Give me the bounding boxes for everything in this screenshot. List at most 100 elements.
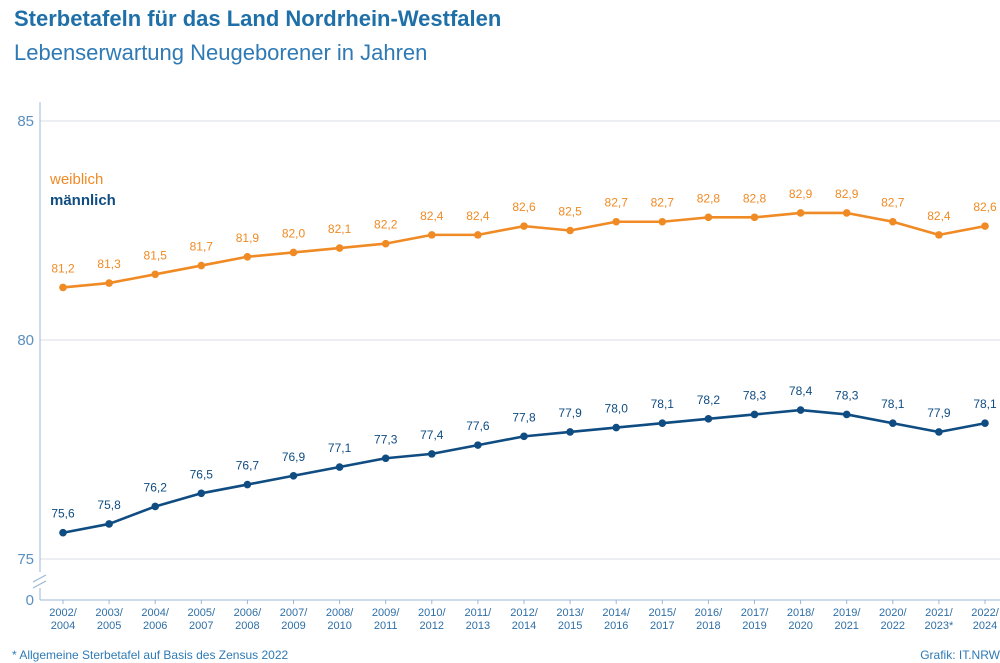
data-label-weiblich: 82,5 <box>558 205 582 219</box>
x-tick-label: 2002/2004 <box>49 607 77 632</box>
data-label-maennlich: 77,9 <box>927 406 951 420</box>
data-label-maennlich: 78,3 <box>835 388 859 402</box>
data-label-weiblich: 82,9 <box>835 187 859 201</box>
data-point-weiblich <box>612 217 620 226</box>
data-point-weiblich <box>335 244 344 252</box>
data-label-maennlich: 78,3 <box>743 388 767 402</box>
data-label-weiblich: 82,8 <box>697 191 721 205</box>
data-point-maennlich <box>59 528 67 537</box>
data-point-maennlich <box>151 502 159 511</box>
data-label-weiblich: 82,2 <box>374 218 398 232</box>
data-point-weiblich <box>381 239 390 248</box>
x-tick-label: 2017/2019 <box>741 607 769 632</box>
data-point-maennlich <box>935 428 943 436</box>
x-tick-label: 2021/2023* <box>925 607 954 632</box>
data-label-maennlich: 77,4 <box>420 428 444 442</box>
data-point-weiblich <box>889 217 897 226</box>
data-label-weiblich: 82,0 <box>282 226 306 240</box>
data-point-weiblich <box>566 226 574 235</box>
data-label-maennlich: 75,8 <box>97 498 121 512</box>
data-label-weiblich: 82,7 <box>651 196 675 210</box>
x-tick-label: 2012/2014 <box>510 607 538 632</box>
data-point-weiblich <box>151 270 159 279</box>
data-point-weiblich <box>842 209 851 217</box>
data-point-maennlich <box>520 432 528 441</box>
data-label-maennlich: 78,1 <box>881 397 905 411</box>
data-label-weiblich: 82,4 <box>466 209 490 223</box>
data-label-weiblich: 81,9 <box>236 231 260 245</box>
data-point-maennlich <box>796 406 805 414</box>
data-label-maennlich: 77,6 <box>466 419 490 433</box>
data-label-maennlich: 77,3 <box>374 432 398 446</box>
x-tick-label: 2007/2009 <box>280 607 308 632</box>
data-label-weiblich: 82,7 <box>881 196 905 210</box>
data-point-weiblich <box>658 217 667 226</box>
x-tick-label: 2009/2011 <box>372 607 400 632</box>
data-label-maennlich: 77,8 <box>512 410 536 424</box>
data-point-maennlich <box>289 471 298 480</box>
data-label-weiblich: 81,3 <box>97 257 121 271</box>
data-label-weiblich: 82,4 <box>927 209 951 223</box>
x-tick-label: 2011/2013 <box>465 607 493 632</box>
data-label-maennlich: 78,1 <box>973 397 997 411</box>
data-label-maennlich: 78,4 <box>789 384 813 398</box>
x-tick-label: 2005/2007 <box>188 607 216 632</box>
data-point-maennlich <box>566 428 574 436</box>
chart-title: Sterbetafeln für das Land Nordrhein-West… <box>14 6 502 31</box>
data-point-weiblich <box>474 231 482 239</box>
x-tick-label: 2006/2008 <box>234 607 262 632</box>
data-point-maennlich <box>612 423 620 432</box>
x-tick-label: 2018/2020 <box>787 607 815 632</box>
data-label-maennlich: 78,2 <box>697 393 721 407</box>
x-tick-label: 2019/2021 <box>833 607 861 632</box>
data-point-maennlich <box>981 419 989 428</box>
y-tick-label: 0 <box>26 592 34 609</box>
data-point-weiblich <box>428 231 436 239</box>
x-tick-label: 2014/2016 <box>602 607 630 632</box>
data-point-maennlich <box>105 520 113 528</box>
data-point-weiblich <box>750 213 759 222</box>
data-point-weiblich <box>796 209 805 217</box>
data-point-weiblich <box>981 222 989 230</box>
x-tick-label: 2003/2005 <box>95 607 123 632</box>
data-label-weiblich: 81,7 <box>190 240 214 254</box>
data-label-maennlich: 76,7 <box>236 459 260 473</box>
data-point-maennlich <box>842 410 851 419</box>
data-label-maennlich: 75,6 <box>51 507 75 521</box>
data-label-weiblich: 82,6 <box>973 200 997 214</box>
data-point-weiblich <box>935 231 943 239</box>
x-tick-label: 2016/2018 <box>695 607 723 632</box>
axis-break-mark <box>32 574 47 589</box>
data-label-weiblich: 82,6 <box>512 200 536 214</box>
data-point-maennlich <box>243 480 252 489</box>
footnote: * Allgemeine Sterbetafel auf Basis des Z… <box>12 648 289 662</box>
data-label-weiblich: 82,9 <box>789 187 813 201</box>
data-point-maennlich <box>750 410 759 419</box>
x-tick-label: 2008/2010 <box>326 607 354 632</box>
chart-subtitle: Lebenserwartung Neugeborener in Jahren <box>14 40 428 65</box>
legend-maennlich: männlich <box>50 192 116 209</box>
data-label-weiblich: 82,1 <box>328 222 352 236</box>
data-point-weiblich <box>289 248 298 257</box>
legend-weiblich: weiblich <box>49 171 103 188</box>
data-point-maennlich <box>428 450 436 458</box>
data-point-maennlich <box>474 441 482 449</box>
data-point-maennlich <box>335 463 344 471</box>
data-point-weiblich <box>704 213 713 222</box>
y-tick-label: 85 <box>17 113 34 130</box>
x-tick-label: 2004/2006 <box>141 607 169 632</box>
y-tick-label: 80 <box>17 332 34 349</box>
data-label-weiblich: 81,5 <box>144 248 168 262</box>
data-point-maennlich <box>889 419 897 428</box>
data-point-maennlich <box>381 454 390 463</box>
data-point-maennlich <box>197 489 206 498</box>
data-point-weiblich <box>197 261 206 270</box>
data-label-weiblich: 82,4 <box>420 209 444 223</box>
x-tick-label: 2010/2012 <box>418 607 446 632</box>
data-label-maennlich: 76,9 <box>282 450 306 464</box>
data-point-weiblich <box>243 252 252 261</box>
data-point-maennlich <box>704 415 713 423</box>
x-tick-label: 2020/2022 <box>879 607 907 632</box>
data-point-weiblich <box>59 283 67 292</box>
